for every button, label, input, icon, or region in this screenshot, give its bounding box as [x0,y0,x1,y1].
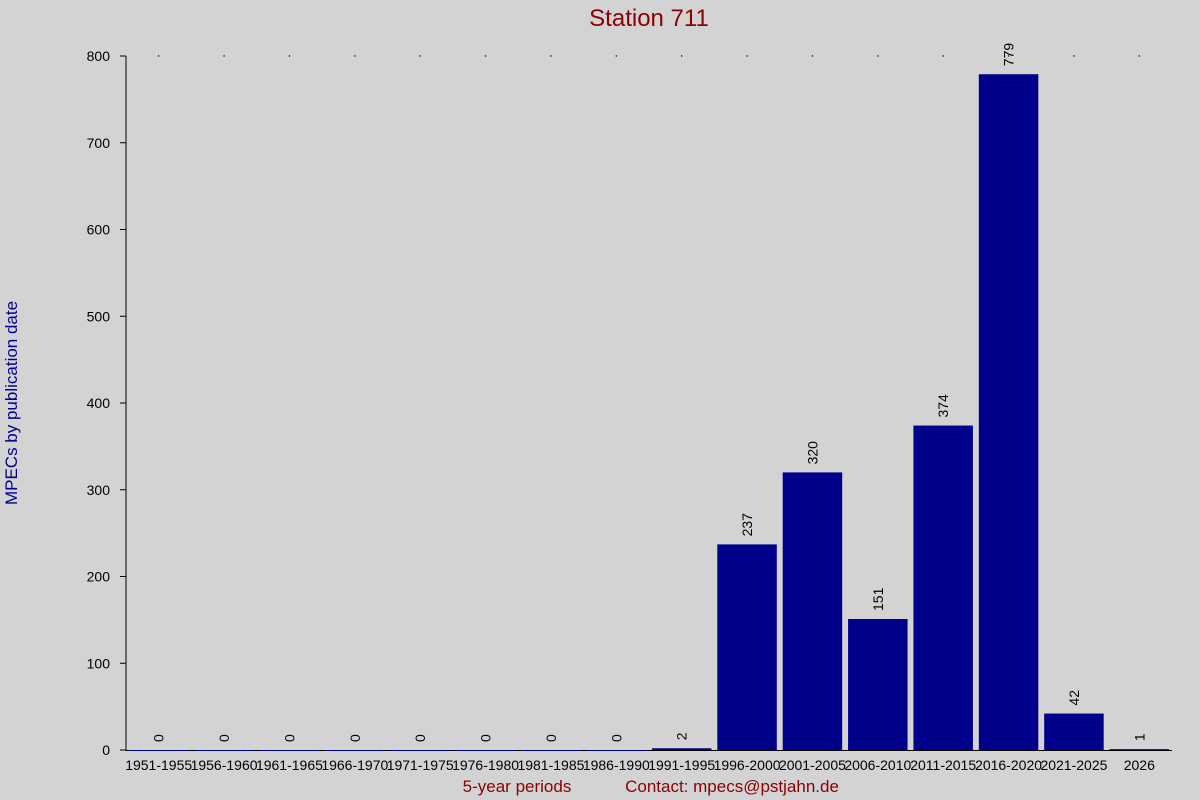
bar [586,750,647,751]
y-tick-label: 100 [87,655,111,671]
top-dot [877,55,879,57]
contact-note: Contact: mpecs@pstjahn.de [625,777,839,796]
top-dot [354,55,356,57]
top-dot [1007,55,1010,57]
x-tick-label: 1991-1995 [648,757,715,773]
bar [1044,713,1104,750]
y-tick-label: 200 [87,569,111,585]
chart-title: Station 711 [589,5,709,32]
y-tick-label: 800 [87,48,111,64]
x-tick-label: 2026 [1124,757,1155,773]
y-tick-label: 0 [102,742,110,758]
bar [913,425,973,750]
top-dot [157,55,160,57]
x-tick-label: 1986-1990 [583,757,650,773]
top-dot [680,55,683,57]
top-dot [746,55,748,57]
bar [717,544,777,750]
data-label: 151 [870,587,886,611]
data-label: 0 [216,734,232,742]
bar [651,748,712,750]
bar [194,750,254,751]
data-label: 374 [935,394,951,418]
top-dot [223,55,225,57]
data-label: 2 [674,732,690,740]
x-tick-label: 1966-1970 [321,757,388,773]
bar [848,619,908,750]
top-dot [811,55,814,57]
x-tick-label: 1956-1960 [191,757,258,773]
data-label: 237 [739,513,755,537]
bar [325,750,385,751]
top-dot [288,55,291,57]
top-dot [550,55,552,57]
data-label: 779 [1001,43,1017,67]
bar [390,750,450,751]
y-tick-label: 500 [87,308,111,324]
x-tick-label: 1951-1955 [125,757,192,773]
x-tick-label: 1971-1975 [387,757,454,773]
bar [521,750,581,751]
x-tick-label: 1996-2000 [714,757,781,773]
x-tick-label: 2006-2010 [844,757,911,773]
y-axis-label: MPECs by publication date [2,301,21,505]
bar [455,750,516,751]
data-label: 0 [347,734,363,742]
top-dot [484,55,487,57]
data-label: 320 [804,441,820,465]
data-label: 1 [1131,733,1147,741]
data-label: 0 [281,734,297,742]
data-label: 0 [608,734,624,742]
x-axis-label: 5-year periods [463,777,572,796]
x-tick-label: 1976-1980 [452,757,519,773]
x-tick-label: 2021-2025 [1040,757,1107,773]
bar [978,74,1039,750]
data-label: 0 [543,734,559,742]
top-dot [1138,55,1141,57]
data-label: 0 [478,734,494,742]
x-tick-label: 1961-1965 [256,757,323,773]
x-tick-label: 2016-2020 [975,757,1042,773]
x-tick-label: 2001-2005 [779,757,846,773]
top-dot [615,55,618,57]
data-label: 0 [151,734,167,742]
y-tick-label: 400 [87,395,111,411]
bar [259,750,320,751]
top-dot [419,55,421,57]
top-dot [942,55,944,57]
top-dot [1073,55,1075,57]
y-tick-label: 700 [87,135,111,151]
x-tick-label: 1981-1985 [517,757,584,773]
data-label: 42 [1066,690,1082,706]
bar [782,472,843,750]
data-label: 0 [412,734,428,742]
x-tick-label: 2011-2015 [910,757,976,773]
bar [1109,749,1170,751]
y-tick-label: 300 [87,482,111,498]
y-tick-label: 600 [87,222,111,238]
bar [128,750,189,751]
